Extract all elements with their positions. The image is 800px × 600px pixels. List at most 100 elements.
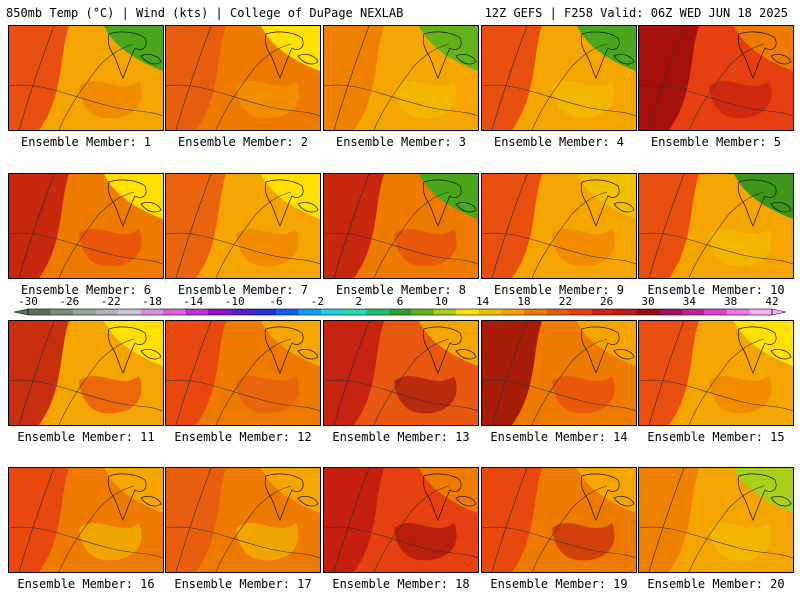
temperature-map bbox=[166, 468, 320, 572]
height-contour bbox=[688, 43, 765, 130]
height-contour bbox=[175, 468, 212, 572]
colorbar-tick-label: 14 bbox=[476, 295, 490, 308]
colorbar-swatch bbox=[50, 309, 74, 315]
ensemble-member-label: Ensemble Member: 2 bbox=[177, 135, 309, 149]
header-right-title: 12Z GEFS | F258 Valid: 06Z WED JUN 18 20… bbox=[484, 6, 788, 20]
height-contour bbox=[166, 379, 320, 412]
ensemble-member-label: Ensemble Member: 15 bbox=[647, 430, 785, 444]
height-contour bbox=[175, 26, 212, 130]
colorbar-tick-label: 2 bbox=[355, 295, 362, 308]
great-lakes-outline bbox=[737, 179, 792, 227]
ensemble-member-label: Ensemble Member: 6 bbox=[20, 283, 152, 297]
ensemble-map-panel[interactable] bbox=[481, 173, 637, 279]
ensemble-map-panel[interactable] bbox=[8, 25, 164, 131]
ensemble-map-panel[interactable] bbox=[481, 320, 637, 426]
ensemble-map-panel[interactable] bbox=[8, 173, 164, 279]
colorbar-swatch bbox=[253, 309, 277, 315]
ensemble-map-panel[interactable] bbox=[323, 467, 479, 573]
ensemble-map-panel[interactable] bbox=[638, 320, 794, 426]
height-contour bbox=[639, 379, 793, 412]
height-contour bbox=[491, 26, 528, 130]
temperature-map bbox=[324, 174, 478, 278]
colorbar-swatch bbox=[636, 309, 660, 315]
great-lakes-outline bbox=[580, 179, 635, 227]
ensemble-member-label: Ensemble Member: 5 bbox=[650, 135, 782, 149]
ensemble-map-panel[interactable] bbox=[165, 25, 321, 131]
great-lakes-outline bbox=[264, 179, 319, 227]
height-contour bbox=[324, 232, 478, 265]
colorbar-swatch bbox=[726, 309, 750, 315]
ensemble-member-label: Ensemble Member: 20 bbox=[647, 577, 785, 591]
colorbar-tick-label: -6 bbox=[269, 295, 282, 308]
height-contour bbox=[18, 321, 55, 425]
height-contour bbox=[166, 84, 320, 117]
temperature-map bbox=[324, 26, 478, 130]
temperature-map bbox=[324, 468, 478, 572]
ensemble-map-panel[interactable] bbox=[323, 320, 479, 426]
height-contour bbox=[531, 191, 608, 278]
great-lakes-outline bbox=[107, 31, 162, 79]
ensemble-map-panel[interactable] bbox=[638, 467, 794, 573]
height-contour bbox=[482, 379, 636, 412]
ensemble-map-panel[interactable] bbox=[638, 173, 794, 279]
colorbar-swatch bbox=[321, 309, 344, 315]
temperature-colorbar: -30 -26 -22 -18 -14 -10 -6 -2 2 6 10 14 18 22 26 30 34 38… bbox=[13, 295, 787, 316]
colorbar-tick-label: 10 bbox=[435, 295, 448, 308]
colorbar-tick-label: -2 bbox=[311, 295, 324, 308]
height-contour bbox=[648, 468, 685, 572]
height-contour bbox=[58, 485, 135, 572]
colorbar-tick-label: 6 bbox=[397, 295, 404, 308]
height-contour bbox=[531, 485, 608, 572]
height-contour bbox=[215, 43, 292, 130]
temperature-map bbox=[9, 174, 163, 278]
temperature-map bbox=[482, 26, 636, 130]
height-contour bbox=[9, 232, 163, 265]
colorbar-swatch bbox=[681, 309, 705, 315]
colorbar-swatch bbox=[276, 309, 299, 315]
colorbar-tick-label: 34 bbox=[683, 295, 697, 308]
ensemble-map-panel[interactable] bbox=[323, 173, 479, 279]
temperature-map bbox=[9, 468, 163, 572]
height-contour bbox=[491, 321, 528, 425]
height-contour bbox=[215, 338, 292, 425]
ensemble-map-panel[interactable] bbox=[165, 467, 321, 573]
colorbar-swatch bbox=[456, 309, 480, 315]
temperature-map bbox=[9, 26, 163, 130]
colorbar-tick-label: -30 bbox=[18, 295, 38, 308]
ensemble-member-label: Ensemble Member: 11 bbox=[17, 430, 155, 444]
ensemble-map-panel[interactable] bbox=[8, 467, 164, 573]
temperature-map bbox=[482, 321, 636, 425]
ensemble-member-label: Ensemble Member: 17 bbox=[174, 577, 312, 591]
colorbar-max-arrow bbox=[771, 308, 787, 316]
height-contour bbox=[688, 191, 765, 278]
colorbar-swatch bbox=[749, 309, 773, 315]
height-contour bbox=[324, 379, 478, 412]
temperature-map bbox=[9, 321, 163, 425]
temperature-map bbox=[639, 174, 793, 278]
colorbar-tick-label: 18 bbox=[517, 295, 530, 308]
ensemble-map-panel[interactable] bbox=[8, 320, 164, 426]
ensemble-map-panel[interactable] bbox=[165, 320, 321, 426]
height-contour bbox=[18, 26, 55, 130]
ensemble-map-panel[interactable] bbox=[481, 25, 637, 131]
ensemble-map-panel[interactable] bbox=[323, 25, 479, 131]
temperature-map bbox=[482, 468, 636, 572]
ensemble-map-panel[interactable] bbox=[165, 173, 321, 279]
temperature-map bbox=[166, 174, 320, 278]
colorbar-swatch bbox=[411, 309, 435, 315]
ensemble-member-label: Ensemble Member: 1 bbox=[20, 135, 152, 149]
ensemble-map-panel[interactable] bbox=[638, 25, 794, 131]
ensemble-member-label: Ensemble Member: 18 bbox=[332, 577, 470, 591]
great-lakes-outline bbox=[422, 326, 477, 374]
height-contour bbox=[58, 43, 135, 130]
height-contour bbox=[333, 174, 370, 278]
colorbar-swatch bbox=[298, 309, 322, 315]
colorbar-min-arrow bbox=[13, 308, 29, 316]
ensemble-member-label: Ensemble Member: 16 bbox=[17, 577, 155, 591]
colorbar-swatch bbox=[230, 309, 254, 315]
colorbar-tick-label: -18 bbox=[142, 295, 162, 308]
ensemble-map-panel[interactable] bbox=[481, 467, 637, 573]
height-contour bbox=[215, 485, 292, 572]
great-lakes-outline bbox=[580, 473, 635, 521]
colorbar-swatch bbox=[569, 309, 592, 315]
